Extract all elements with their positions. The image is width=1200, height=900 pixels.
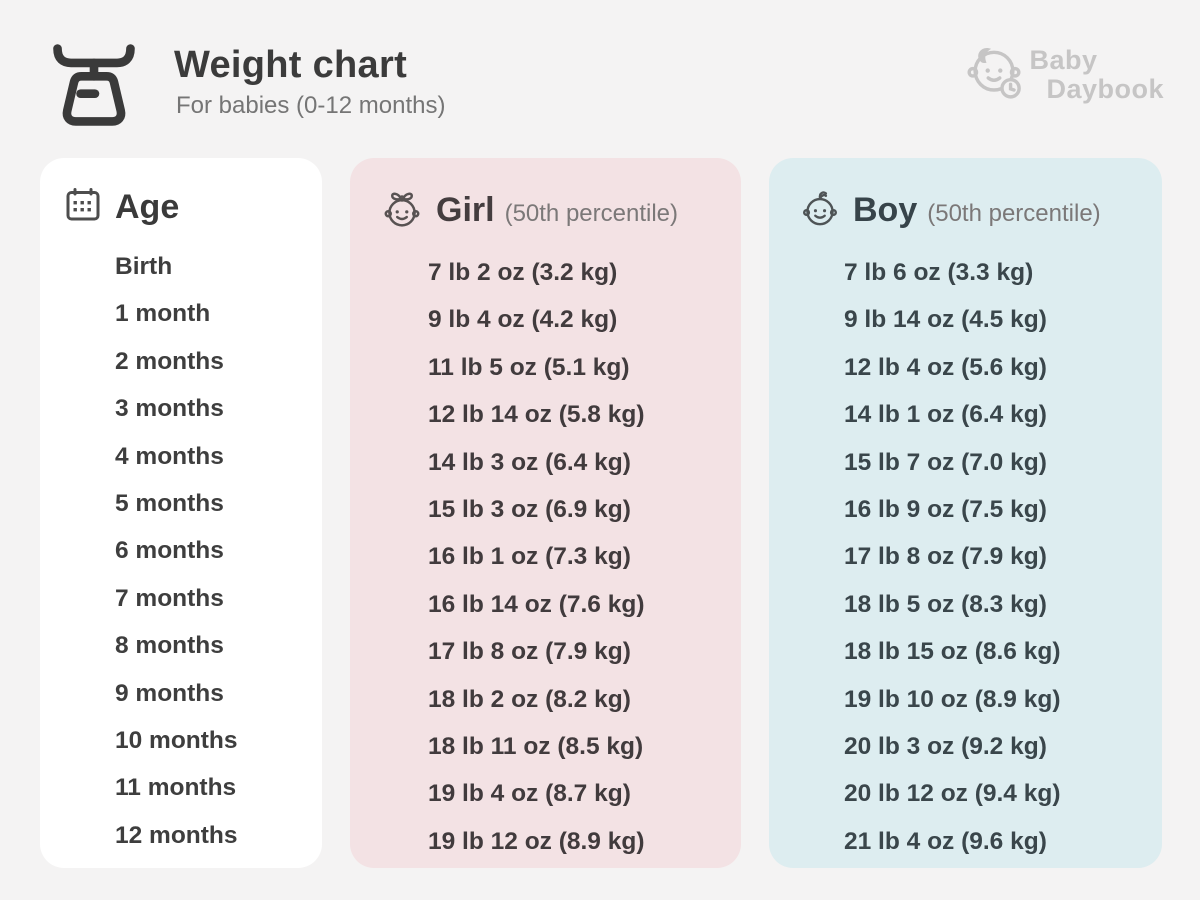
girl-column-title: Girl (50th percentile) (436, 191, 679, 229)
girl-column-card: Girl (50th percentile) 7 lb 2 oz (3.2 kg)… (350, 158, 741, 868)
boy-weight-row: 18 lb 5 oz (8.3 kg) (844, 590, 1047, 618)
age-row: Birth (115, 253, 173, 280)
age-column-title: Age (115, 188, 180, 226)
age-row: 9 months (115, 679, 224, 707)
boy-weight-row: 9 lb 14 oz (4.5 kg) (844, 306, 1047, 334)
logo-line2: Daybook (1046, 74, 1164, 104)
weight-scale-icon (46, 40, 142, 130)
boy-weight-row: 15 lb 7 oz (7.0 kg) (844, 448, 1047, 476)
girl-face-icon (381, 187, 423, 234)
boy-weight-row: 20 lb 3 oz (9.2 kg) (844, 732, 1047, 760)
age-row: 8 months (115, 632, 224, 660)
weight-table: Age Birth 1 month 2 months 3 months 4 mo… (0, 132, 1200, 868)
age-row: 1 month (115, 300, 211, 328)
page-subtitle: For babies (0-12 months) (176, 92, 446, 119)
girl-column-header: Girl (50th percentile) (350, 158, 741, 234)
girl-percentile-label: (50th percentile) (504, 200, 679, 227)
boy-weight-row: 16 lb 9 oz (7.5 kg) (844, 495, 1047, 523)
page-title: Weight chart (174, 44, 408, 86)
boy-column-title: Boy (50th percentile) (853, 191, 1101, 229)
boy-percentile-label: (50th percentile) (927, 200, 1101, 227)
age-row: 11 months (115, 774, 237, 802)
logo-text: Baby Daybook (1029, 46, 1164, 104)
age-row: 2 months (115, 347, 224, 375)
girl-weight-row: 19 lb 4 oz (8.7 kg) (428, 780, 631, 808)
baby-face-clock-icon (963, 38, 1025, 102)
boy-column-card: Boy (50th percentile) 7 lb 6 oz (3.3 kg) … (769, 158, 1162, 868)
age-row: 6 months (115, 537, 224, 565)
girl-weight-row: 18 lb 2 oz (8.2 kg) (428, 685, 631, 713)
boy-column-header: Boy (50th percentile) (769, 158, 1162, 234)
age-rows: Birth 1 month 2 months 3 months 4 months… (40, 243, 322, 859)
girl-weight-rows: 7 lb 2 oz (3.2 kg) 9 lb 4 oz (4.2 kg) 11… (350, 249, 741, 865)
age-row: 4 months (115, 442, 224, 470)
boy-weight-row: 17 lb 8 oz (7.9 kg) (844, 543, 1047, 571)
girl-weight-row: 17 lb 8 oz (7.9 kg) (428, 638, 631, 666)
boy-weight-row: 12 lb 4 oz (5.6 kg) (844, 353, 1047, 381)
page-header: Weight chart For babies (0-12 months) Ba… (0, 0, 1200, 132)
girl-weight-row: 16 lb 14 oz (7.6 kg) (428, 590, 645, 618)
age-row: 10 months (115, 726, 238, 754)
boy-weight-row: 18 lb 15 oz (8.6 kg) (844, 638, 1061, 666)
girl-weight-row: 11 lb 5 oz (5.1 kg) (428, 353, 630, 381)
boy-weight-row: 20 lb 12 oz (9.4 kg) (844, 780, 1061, 808)
logo-line1: Baby (1029, 45, 1098, 75)
boy-weight-row: 7 lb 6 oz (3.3 kg) (844, 259, 1034, 286)
boy-weight-rows: 7 lb 6 oz (3.3 kg) 9 lb 14 oz (4.5 kg) 1… (769, 249, 1162, 865)
boy-weight-row: 14 lb 1 oz (6.4 kg) (844, 401, 1047, 429)
girl-weight-row: 19 lb 12 oz (8.9 kg) (428, 827, 645, 855)
boy-weight-row: 21 lb 4 oz (9.6 kg) (844, 827, 1047, 855)
age-column-card: Age Birth 1 month 2 months 3 months 4 mo… (40, 158, 322, 868)
age-column-header: Age (40, 158, 322, 228)
title-block: Weight chart For babies (0-12 months) (174, 40, 445, 132)
age-row: 3 months (115, 395, 224, 423)
girl-weight-row: 7 lb 2 oz (3.2 kg) (428, 259, 618, 286)
girl-weight-row: 9 lb 4 oz (4.2 kg) (428, 306, 618, 334)
age-row: 5 months (115, 489, 224, 517)
girl-weight-row: 12 lb 14 oz (5.8 kg) (428, 401, 645, 429)
boy-face-icon (800, 187, 840, 234)
girl-weight-row: 15 lb 3 oz (6.9 kg) (428, 495, 631, 523)
girl-weight-row: 14 lb 3 oz (6.4 kg) (428, 448, 631, 476)
girl-weight-row: 16 lb 1 oz (7.3 kg) (428, 543, 631, 571)
age-row: 12 months (115, 821, 238, 849)
calendar-icon (64, 187, 102, 228)
girl-weight-row: 18 lb 11 oz (8.5 kg) (428, 732, 644, 760)
age-row: 7 months (115, 584, 224, 612)
boy-weight-row: 19 lb 10 oz (8.9 kg) (844, 685, 1061, 713)
baby-daybook-logo: Baby Daybook (963, 38, 1164, 104)
